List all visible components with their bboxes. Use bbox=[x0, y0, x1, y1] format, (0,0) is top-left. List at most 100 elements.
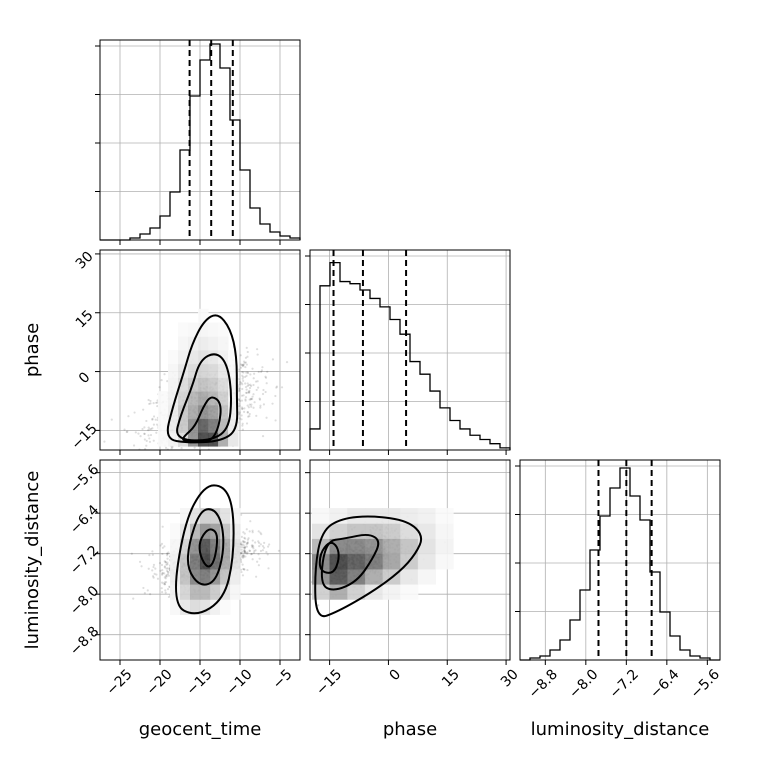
scatter-point bbox=[144, 454, 146, 456]
scatter-point bbox=[128, 468, 130, 470]
panel-hist-geocent_time bbox=[95, 39, 301, 241]
scatter-point bbox=[163, 582, 166, 586]
scatter-point bbox=[160, 379, 163, 382]
scatter-point bbox=[251, 395, 254, 398]
scatter-point bbox=[264, 390, 267, 394]
density-cell bbox=[170, 599, 181, 615]
scatter-point bbox=[151, 553, 154, 556]
scatter-point bbox=[161, 546, 164, 549]
scatter-point bbox=[154, 418, 157, 421]
scatter-point bbox=[258, 541, 261, 545]
density-cell bbox=[208, 432, 219, 447]
scatter-point bbox=[242, 363, 245, 366]
scatter-point bbox=[143, 432, 146, 436]
scatter-point bbox=[193, 452, 195, 454]
scatter-point bbox=[149, 433, 153, 437]
scatter-point bbox=[163, 565, 166, 568]
scatter-point bbox=[160, 590, 164, 594]
scatter-point bbox=[240, 394, 244, 397]
x-tick-label-luminosity_distance: −5.6 bbox=[688, 666, 723, 701]
scatter-point bbox=[158, 456, 160, 458]
scatter-point bbox=[261, 544, 265, 548]
scatter-point bbox=[155, 573, 158, 576]
density-cell bbox=[200, 553, 211, 570]
scatter-point bbox=[249, 373, 252, 376]
scatter-point bbox=[244, 551, 247, 554]
density-cell bbox=[382, 523, 401, 539]
scatter-point bbox=[204, 453, 206, 455]
density-cell bbox=[208, 363, 219, 378]
scatter-point bbox=[238, 413, 241, 416]
scatter-point bbox=[244, 396, 248, 399]
y-tick-label-luminosity_distance: −8.8 bbox=[67, 624, 102, 659]
contour-level-2 bbox=[314, 515, 423, 618]
density-cell bbox=[190, 553, 201, 570]
scatter-point bbox=[164, 560, 167, 564]
scatter-point bbox=[256, 353, 259, 356]
scatter-point bbox=[251, 545, 254, 549]
scatter-point bbox=[250, 397, 253, 400]
density-cell bbox=[200, 584, 211, 600]
density-cell bbox=[382, 553, 401, 570]
scatter-point bbox=[244, 391, 248, 394]
scatter-point bbox=[164, 591, 167, 594]
scatter-point bbox=[248, 391, 251, 394]
scatter-point bbox=[256, 560, 259, 563]
scatter-point bbox=[166, 567, 169, 570]
density-cell bbox=[198, 377, 209, 392]
scatter-point bbox=[248, 549, 252, 553]
scatter-point bbox=[257, 540, 260, 543]
x-tick-label-geocent_time: −5 bbox=[270, 667, 296, 693]
scatter-point bbox=[246, 382, 249, 385]
scatter-point bbox=[144, 447, 147, 450]
scatter-point bbox=[252, 393, 255, 396]
density-cell bbox=[435, 538, 454, 555]
density-cell bbox=[200, 568, 211, 585]
scatter-point bbox=[243, 536, 246, 539]
x-tick-label-phase: 0 bbox=[387, 667, 405, 685]
scatter-point bbox=[240, 399, 244, 402]
scatter-point bbox=[245, 374, 248, 377]
scatter-point bbox=[248, 530, 251, 533]
scatter-point bbox=[250, 552, 253, 556]
scatter-point bbox=[138, 560, 142, 563]
scatter-point bbox=[261, 434, 265, 438]
y-tick-label-phase: 15 bbox=[73, 307, 97, 331]
scatter-point bbox=[251, 539, 254, 542]
scatter-point bbox=[259, 531, 262, 534]
scatter-point bbox=[179, 456, 181, 458]
scatter-point bbox=[271, 402, 274, 405]
panel-plot-area bbox=[103, 308, 289, 470]
density-cell bbox=[200, 538, 211, 555]
scatter-point bbox=[277, 549, 281, 552]
density-cell bbox=[208, 336, 219, 351]
scatter-point bbox=[243, 550, 246, 553]
density-cell bbox=[180, 508, 191, 524]
density-cell bbox=[180, 553, 191, 570]
density-cell bbox=[417, 553, 436, 570]
scatter-point bbox=[171, 446, 174, 449]
scatter-point bbox=[148, 428, 151, 431]
scatter-point bbox=[155, 431, 158, 434]
density-cell bbox=[188, 322, 199, 337]
density-cell bbox=[220, 523, 231, 539]
scatter-point bbox=[268, 543, 271, 546]
scatter-point bbox=[240, 555, 244, 558]
scatter-point bbox=[238, 383, 242, 386]
scatter-point bbox=[307, 589, 309, 591]
scatter-point bbox=[257, 553, 260, 556]
scatter-point bbox=[250, 405, 253, 408]
scatter-point bbox=[260, 370, 263, 373]
scatter-point bbox=[245, 552, 249, 555]
scatter-point bbox=[160, 542, 164, 545]
scatter-point bbox=[250, 553, 253, 556]
scatter-point bbox=[249, 520, 252, 523]
y-tick-label-luminosity_distance: −7.2 bbox=[67, 543, 102, 578]
scatter-point bbox=[165, 567, 168, 570]
density-cell bbox=[198, 363, 209, 378]
scatter-point bbox=[243, 407, 246, 410]
scatter-point bbox=[243, 568, 246, 571]
density-cell bbox=[208, 322, 219, 337]
scatter-point bbox=[280, 386, 284, 389]
scatter-point bbox=[254, 549, 257, 552]
